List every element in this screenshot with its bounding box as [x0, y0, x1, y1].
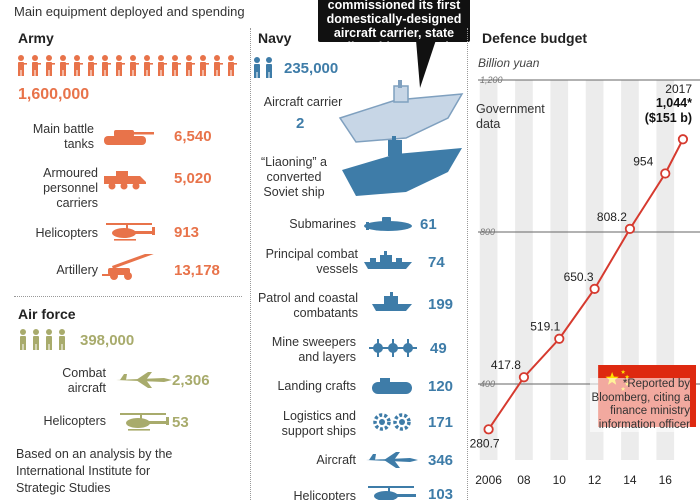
navy-mine-value: 49 [430, 340, 447, 357]
navy-aircraft-label: Aircraft [316, 453, 356, 467]
source-note: Based on an analysis by the Internationa… [16, 447, 173, 495]
budget-point-2017 [677, 134, 689, 145]
xtick-label-2010: 10 [553, 473, 567, 487]
navy-submarines-label: Submarines [289, 217, 356, 231]
jet-icon [116, 372, 172, 388]
subtitle: Main equipment deployed and spending [14, 4, 245, 19]
armoured-carrier-icon [104, 171, 146, 190]
budget-latest-value: 1,044* [655, 96, 692, 110]
army-title: Army [18, 30, 54, 46]
navy-logistics-label: Logistics and support ships [281, 409, 356, 438]
divider-navy-budget [467, 28, 468, 500]
budget-series-label: Government data [476, 102, 545, 131]
army-helicopters-value: 913 [174, 224, 200, 241]
flag-star-small-1 [620, 369, 626, 374]
navy-patrol-label: Patrol and coastal combatants [257, 291, 358, 320]
budget-point-2008 [518, 372, 530, 383]
navy-personnel-count: 235,000 [284, 60, 339, 77]
navy-mine-label: Mine sweepers and layers [271, 335, 356, 364]
xtick-label-2012: 12 [588, 473, 602, 487]
budget-point-2016 [660, 168, 671, 179]
year-band-2006 [479, 80, 498, 460]
navy-submarines-value: 61 [420, 216, 437, 233]
point-label-2006: 280.7 [470, 436, 500, 450]
army-artillery-label: Artillery [56, 263, 98, 277]
xtick-label-2006: 2006 [475, 473, 502, 487]
navy-combat-vessels-value: 74 [428, 254, 445, 271]
aircraft-carrier-icon [338, 80, 464, 143]
navy-patrol-value: 199 [428, 296, 454, 313]
navy-helicopters-label: Helicopters [293, 489, 356, 500]
airforce-personnel-icons [20, 329, 65, 350]
point-label-2014: 808.2 [597, 210, 627, 224]
divider-army-navy [250, 28, 251, 500]
army-tanks-label: Main battle tanks [32, 122, 94, 151]
combat-vessel-icon [364, 251, 412, 269]
ytick-label-400: 400 [480, 379, 495, 389]
helicopter-icon [106, 223, 155, 241]
navy-landing-label: Landing crafts [277, 379, 356, 393]
navy-title: Navy [258, 30, 292, 46]
airforce-combat-value: 2,306 [172, 372, 210, 389]
flag-star-small-2 [624, 374, 630, 379]
point-label-2010: 519.1 [530, 320, 560, 334]
navy-landing-value: 120 [428, 378, 454, 395]
ytick-label-800: 800 [480, 227, 495, 237]
airforce-helicopters-value: 53 [172, 414, 189, 431]
tank-icon [104, 130, 154, 145]
budget-point-2010 [554, 333, 565, 344]
army-personnel-icons [18, 55, 237, 76]
point-label-2012: 650.3 [564, 270, 594, 284]
budget-point-2014 [624, 223, 636, 234]
army-apc-value: 5,020 [174, 170, 212, 187]
navy-carrier-value: 2 [296, 115, 305, 132]
budget-chart: 400 800 1,200 280.7 417.8 519.1 650.3 808.2 954… [470, 75, 700, 487]
budget-latest-year: 2017 [665, 82, 692, 96]
budget-latest-usd: ($151 b) [644, 111, 692, 125]
xtick-label-2016: 16 [659, 473, 673, 487]
army-apc-label: Armoured personnel carriers [43, 166, 98, 210]
divider-army-airforce [14, 296, 242, 297]
army-personnel-count: 1,600,000 [18, 86, 90, 103]
xtick-label-2014: 14 [623, 473, 637, 487]
army-helicopters-label: Helicopters [35, 226, 98, 240]
callout-pointer [416, 40, 436, 88]
ytick-label-1200: 1,200 [480, 75, 503, 85]
navy-liaoning-note: “Liaoning” a converted Soviet ship [260, 155, 327, 199]
navy-logistics-value: 171 [428, 414, 454, 431]
mine-icon [369, 339, 417, 357]
patrol-boat-icon [372, 292, 412, 311]
airforce-title: Air force [18, 306, 76, 322]
xtick-label-2008: 08 [517, 473, 531, 487]
budget-unit: Billion yuan [478, 56, 540, 70]
landing-craft-icon [372, 378, 412, 394]
navy-carrier-label: Aircraft carrier [263, 95, 343, 109]
year-band-2008 [515, 80, 533, 460]
jet-icon [366, 452, 418, 468]
helicopter-icon [368, 486, 416, 500]
navy-aircraft-value: 346 [428, 452, 454, 469]
navy-combat-vessels-label: Principal combat vessels [265, 247, 358, 276]
budget-point-2006 [483, 424, 494, 435]
point-label-2016: 954 [633, 154, 653, 168]
airforce-helicopters-label: Helicopters [43, 414, 106, 428]
gear-icon [373, 413, 411, 431]
helicopter-icon [120, 413, 169, 431]
budget-title: Defence budget [482, 30, 588, 46]
year-band-2010 [550, 80, 569, 460]
artillery-icon [102, 254, 157, 280]
budget-point-2012 [589, 283, 600, 294]
budget-footnote: *Reported by Bloomberg, citing a finance… [590, 378, 690, 432]
navy-personnel-icons [254, 57, 272, 78]
airforce-personnel-count: 398,000 [80, 332, 135, 349]
callout-box: commissioned its first domestically-desi… [318, 0, 470, 54]
point-label-2008: 417.8 [491, 358, 521, 372]
airforce-combat-label: Combat aircraft [62, 366, 106, 395]
submarine-icon [364, 217, 412, 231]
army-artillery-value: 13,178 [174, 262, 220, 279]
liaoning-carrier-icon [342, 136, 462, 196]
navy-helicopters-value: 103 [428, 486, 454, 500]
army-tanks-value: 6,540 [174, 128, 212, 145]
